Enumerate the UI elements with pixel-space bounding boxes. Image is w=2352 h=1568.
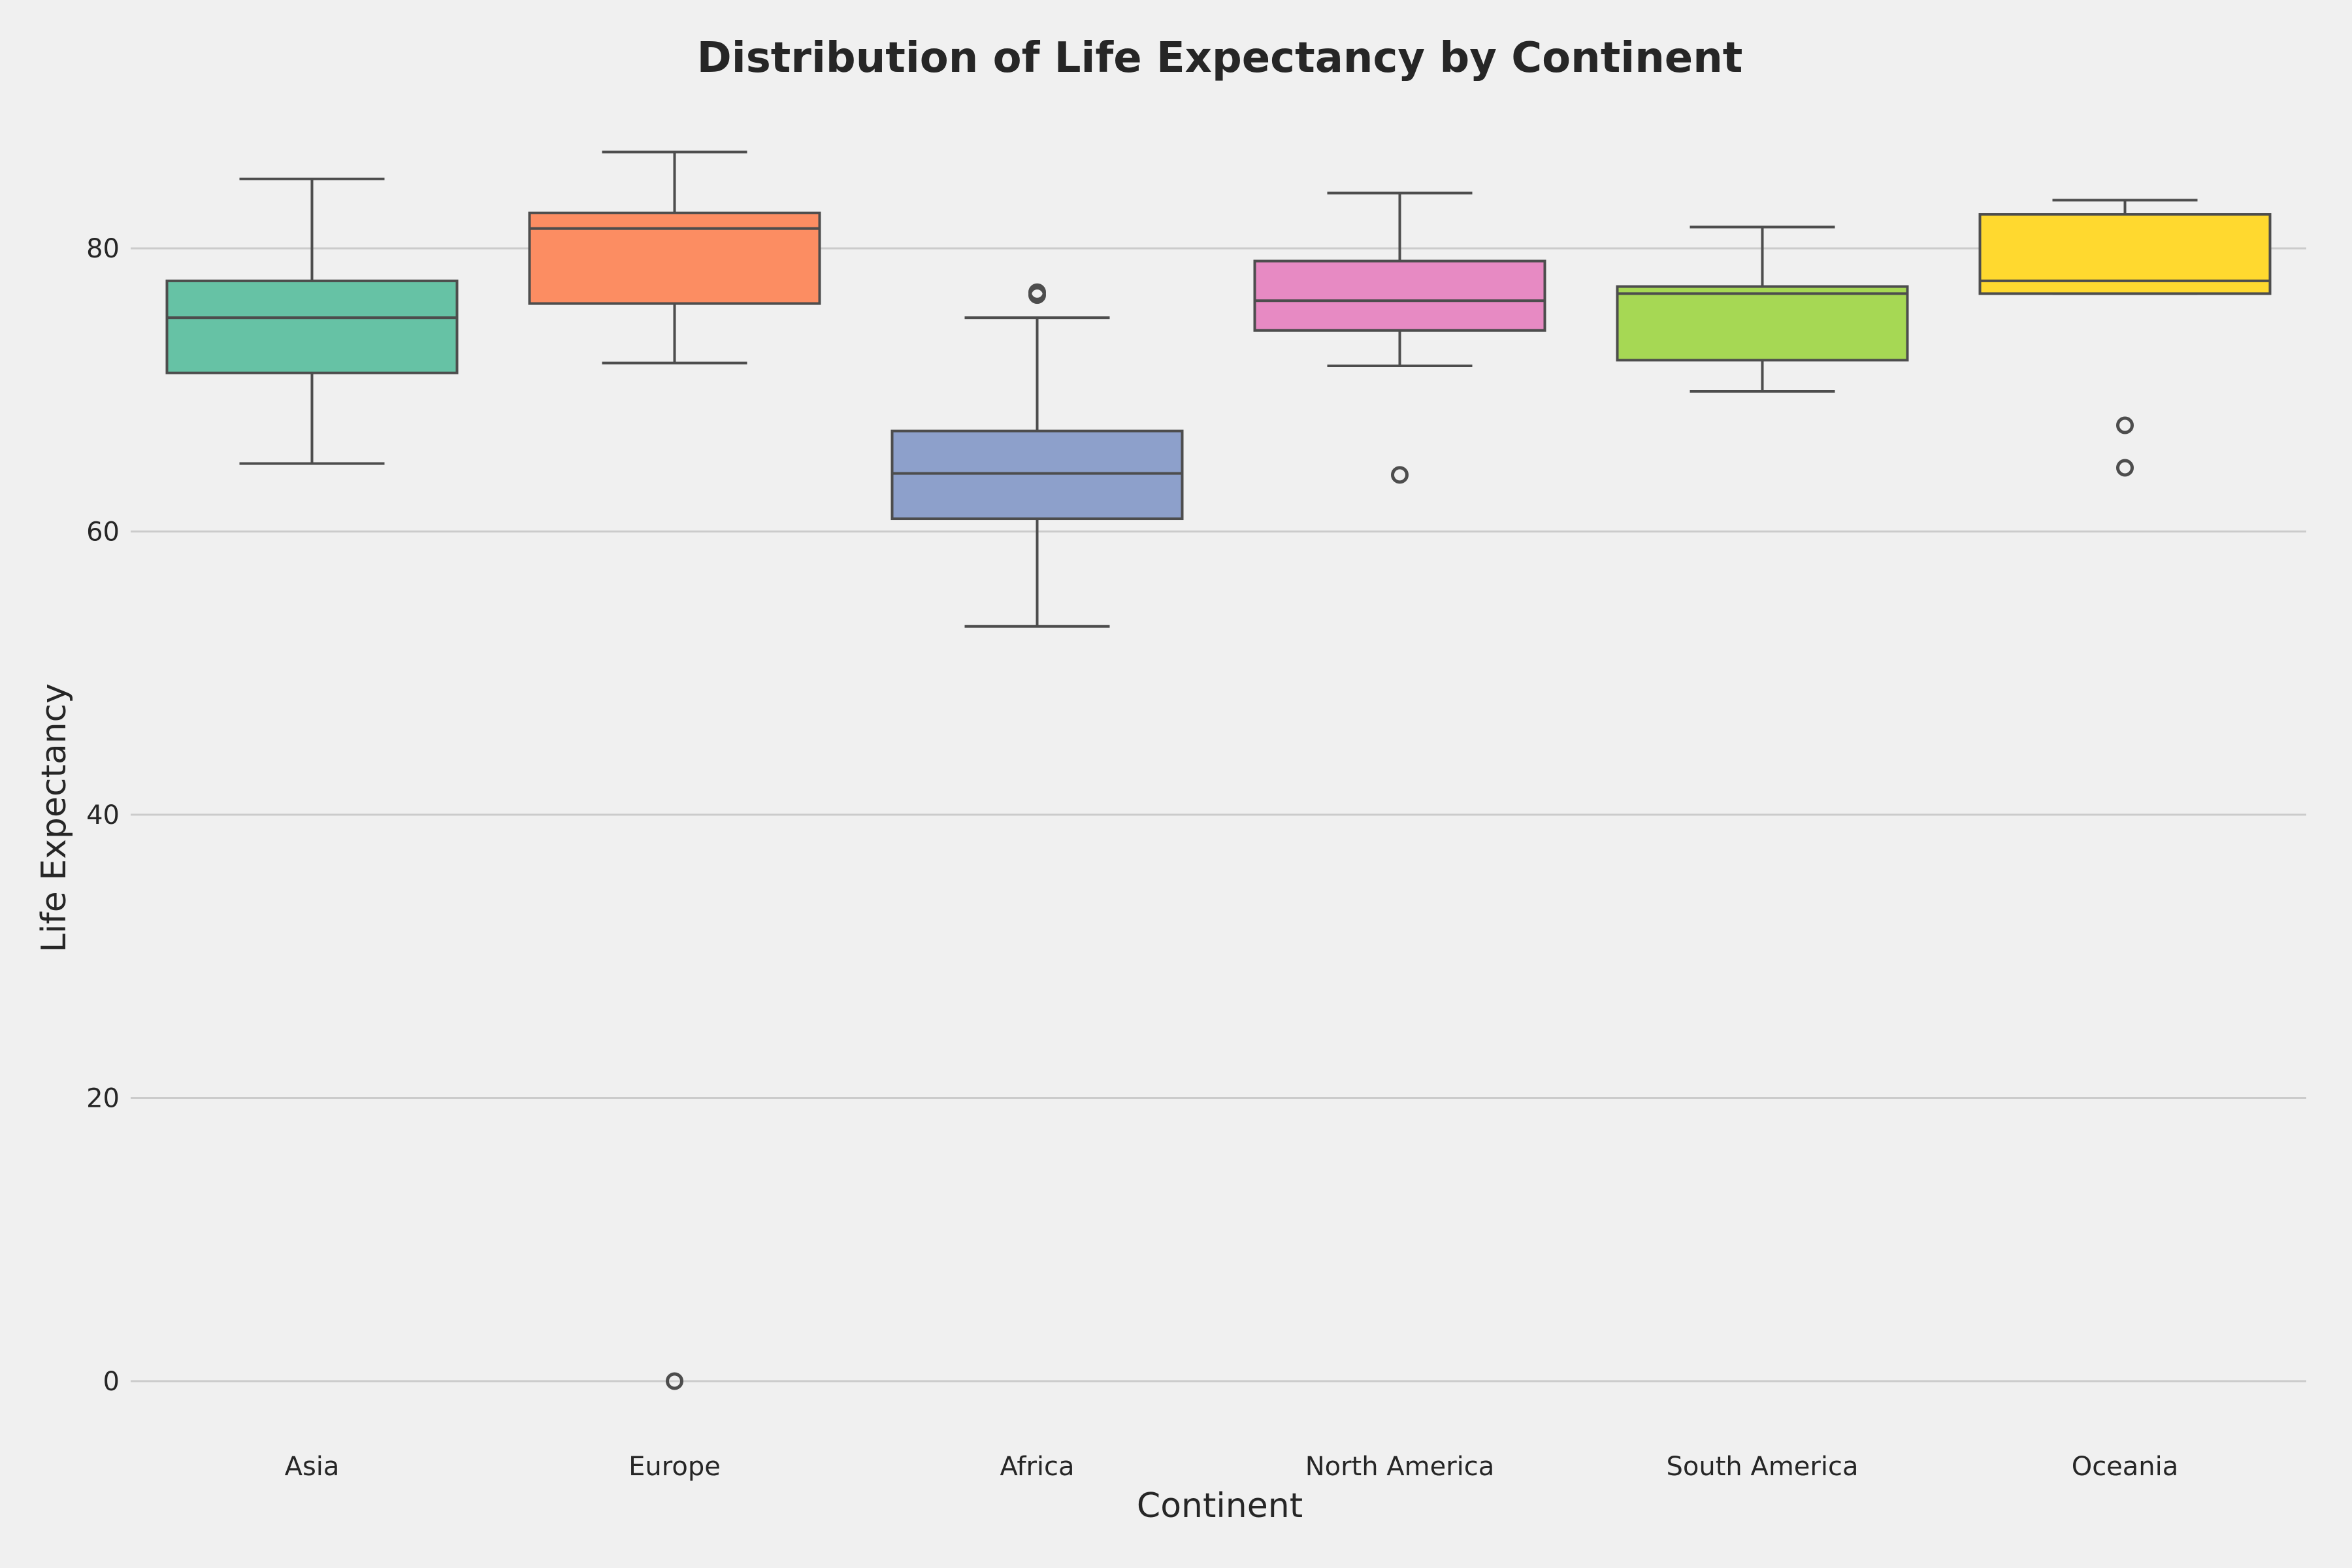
box-group-europe bbox=[528, 150, 821, 1390]
box-asia bbox=[165, 279, 459, 374]
box-south-america bbox=[1616, 285, 1909, 362]
outlier-oceania-0 bbox=[2116, 416, 2134, 434]
x-tick-label-south-america: South America bbox=[1667, 1452, 1859, 1482]
box-north-america bbox=[1253, 259, 1546, 332]
box-europe bbox=[528, 211, 821, 305]
y-tick-label-80: 80 bbox=[86, 234, 120, 264]
outlier-north-america-0 bbox=[1391, 466, 1409, 484]
box-group-north-america bbox=[1253, 191, 1546, 484]
box-group-oceania bbox=[1978, 199, 2272, 477]
y-axis-label: Life Expectancy bbox=[35, 683, 74, 953]
tick-labels: 0 20 40 60 80 Asia Europe Africa North America So… bbox=[86, 234, 2178, 1482]
y-tick-label-60: 60 bbox=[86, 517, 120, 547]
y-tick-label-20: 20 bbox=[86, 1084, 120, 1114]
box-group-asia bbox=[165, 177, 459, 465]
box-group-africa bbox=[890, 283, 1184, 628]
x-axis-label: Continent bbox=[1137, 1486, 1303, 1526]
y-tick-label-0: 0 bbox=[103, 1367, 120, 1397]
gridlines bbox=[131, 247, 2306, 1382]
box-group-south-america bbox=[1616, 225, 1909, 393]
boxes bbox=[165, 150, 2272, 1390]
box-africa bbox=[890, 429, 1184, 521]
x-tick-label-asia: Asia bbox=[285, 1452, 340, 1482]
x-tick-label-north-america: North America bbox=[1305, 1452, 1495, 1482]
outlier-oceania-1 bbox=[2116, 459, 2134, 477]
outlier-europe-0 bbox=[666, 1372, 683, 1390]
outlier-africa-1 bbox=[1028, 283, 1046, 301]
chart-title: Distribution of Life Expectancy by Conti… bbox=[697, 34, 1743, 82]
x-tick-label-europe: Europe bbox=[629, 1452, 721, 1482]
x-tick-label-africa: Africa bbox=[1000, 1452, 1074, 1482]
x-tick-label-oceania: Oceania bbox=[2072, 1452, 2179, 1482]
y-tick-label-40: 40 bbox=[86, 800, 120, 830]
